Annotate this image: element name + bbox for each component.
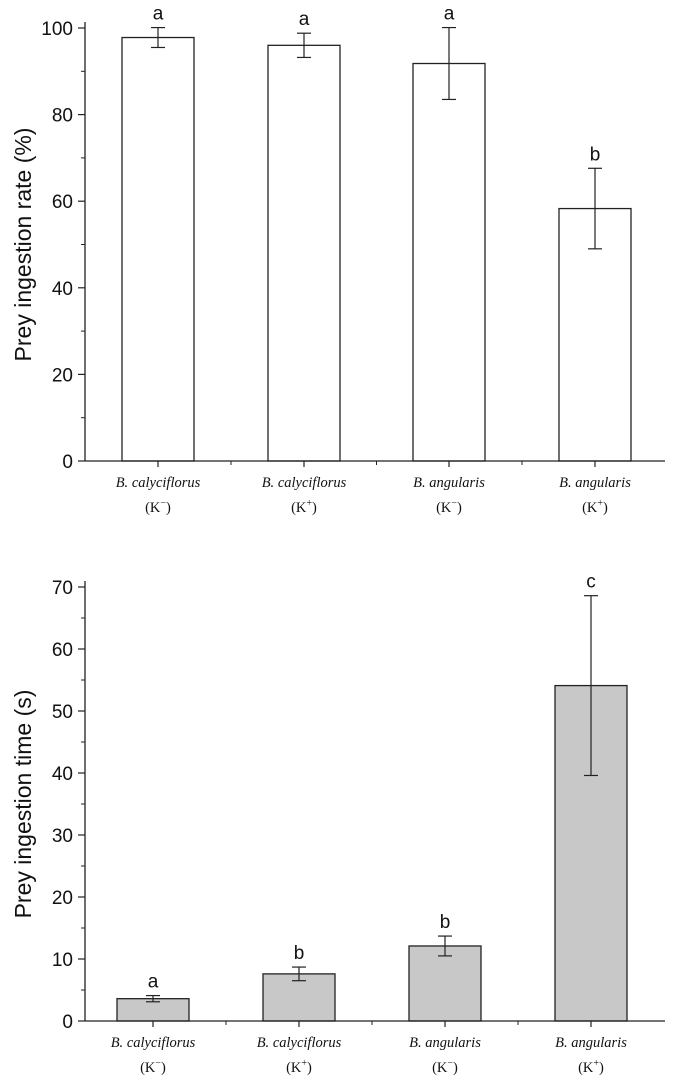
y-tick-label: 10	[52, 950, 73, 971]
error-bar-4	[588, 167, 602, 250]
x-tick-label-treatment: (K−)	[145, 498, 171, 516]
y-tick-label: 0	[62, 452, 73, 473]
x-tick-label-species: B. angularis	[559, 475, 631, 491]
x-tick-label-treatment: (K−)	[140, 1058, 166, 1076]
significance-letter-2: b	[294, 943, 305, 964]
bar-2	[262, 973, 336, 1022]
x-tick-label-species: B. calyciflorus	[262, 475, 347, 491]
y-axis-title: Prey ingestion rate (%)	[10, 128, 36, 362]
x-tick-label-treatment: (K−)	[436, 498, 462, 516]
x-tick-label-treatment: (K−)	[432, 1058, 458, 1076]
y-tick-label: 80	[52, 106, 73, 127]
error-bar-3	[438, 935, 452, 957]
error-bar-3	[442, 26, 456, 101]
error-bar-4	[584, 595, 598, 777]
significance-letter-1: a	[148, 972, 159, 993]
error-bar-1	[146, 994, 160, 1003]
x-tick-label-treatment: (K+)	[582, 498, 608, 516]
y-tick-label: 100	[41, 19, 73, 40]
prey-ingestion-time-chart: a b b c 0 10 20 30 40 50 60 70 B. calyciflorus (K−) B.…	[10, 572, 665, 1076]
y-tick-label: 30	[52, 826, 73, 847]
y-tick-label: 70	[52, 578, 73, 599]
bar-2	[267, 44, 341, 462]
significance-letter-3: b	[440, 912, 451, 933]
bar-4	[558, 207, 632, 462]
x-tick-label-treatment: (K+)	[578, 1058, 604, 1076]
y-tick-label: 60	[52, 640, 73, 661]
y-tick-label: 0	[62, 1012, 73, 1033]
bar-3	[412, 62, 486, 462]
x-tick-label-species: B. angularis	[413, 475, 485, 491]
error-bar-1	[151, 26, 165, 49]
y-tick-label: 50	[52, 702, 73, 723]
significance-letter-1: a	[153, 4, 164, 25]
x-tick-label-species: B. angularis	[555, 1035, 627, 1051]
prey-ingestion-rate-chart: a a a b 0 20 40 60 80 100 B. calyciflorus (K−) B. ca…	[10, 4, 665, 516]
significance-letter-4: c	[586, 572, 596, 593]
x-tick-label-species: B. calyciflorus	[257, 1035, 342, 1051]
y-tick-label: 40	[52, 279, 73, 300]
error-bar-2	[292, 966, 306, 982]
significance-letter-4: b	[590, 144, 601, 165]
x-tick-label-treatment: (K+)	[291, 498, 317, 516]
x-tick-label-treatment: (K+)	[286, 1058, 312, 1076]
significance-letter-2: a	[299, 9, 310, 30]
y-tick-label: 60	[52, 192, 73, 213]
y-tick-label: 20	[52, 888, 73, 909]
x-tick-label-species: B. calyciflorus	[111, 1035, 196, 1051]
y-axis-title: Prey ingestion time (s)	[10, 690, 36, 919]
error-bar-2	[297, 32, 311, 59]
y-tick-label: 40	[52, 764, 73, 785]
bar-1	[121, 36, 195, 462]
bar-3	[408, 945, 482, 1022]
y-tick-label: 20	[52, 365, 73, 386]
significance-letter-3: a	[444, 4, 455, 25]
x-tick-label-species: B. angularis	[409, 1035, 481, 1051]
x-tick-label-species: B. calyciflorus	[116, 475, 201, 491]
